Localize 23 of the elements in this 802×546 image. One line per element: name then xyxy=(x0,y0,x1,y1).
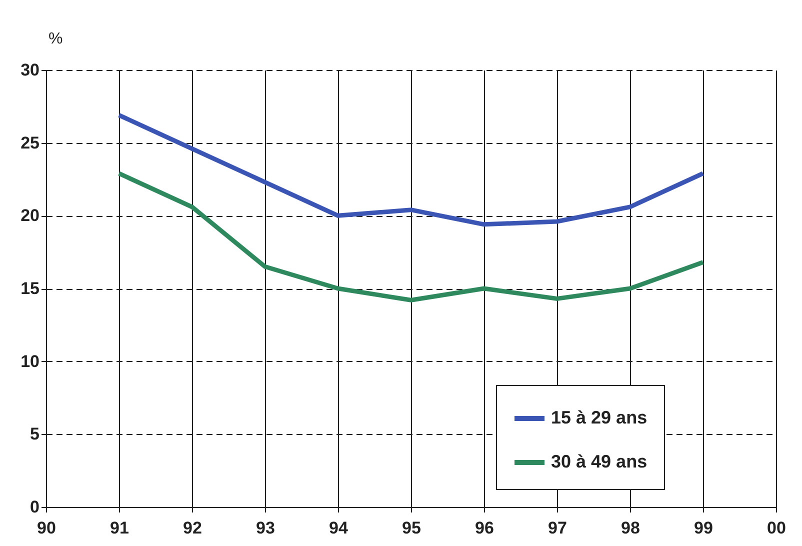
line-series xyxy=(116,171,706,302)
y-tick-label: 10 xyxy=(20,352,40,371)
x-tick-label: 00 xyxy=(767,518,786,538)
x-tick-label: 98 xyxy=(621,518,640,538)
x-tick-label: 92 xyxy=(183,518,202,538)
legend-label: 30 à 49 ans xyxy=(551,452,648,472)
y-tick-label: 30 xyxy=(20,60,40,80)
x-tick-label: 90 xyxy=(37,518,56,538)
y-tick-label: 20 xyxy=(20,206,40,226)
x-tick-label: 99 xyxy=(694,518,713,538)
line-series xyxy=(116,112,706,227)
x-tick-label: 93 xyxy=(256,518,275,538)
y-tick-label: 5 xyxy=(30,424,40,444)
x-tick-label: 95 xyxy=(402,518,421,538)
x-tick-label: 94 xyxy=(329,518,348,538)
x-tick-label: 97 xyxy=(548,518,567,538)
legend-label: 15 à 29 ans xyxy=(551,408,648,428)
x-tick-label: 91 xyxy=(110,518,129,538)
y-tick-label: 25 xyxy=(20,133,40,152)
x-tick-label: 96 xyxy=(475,518,494,538)
y-tick-label: 15 xyxy=(20,279,40,298)
y-tick-label: 0 xyxy=(30,498,40,516)
y-axis-title: % xyxy=(48,30,63,48)
